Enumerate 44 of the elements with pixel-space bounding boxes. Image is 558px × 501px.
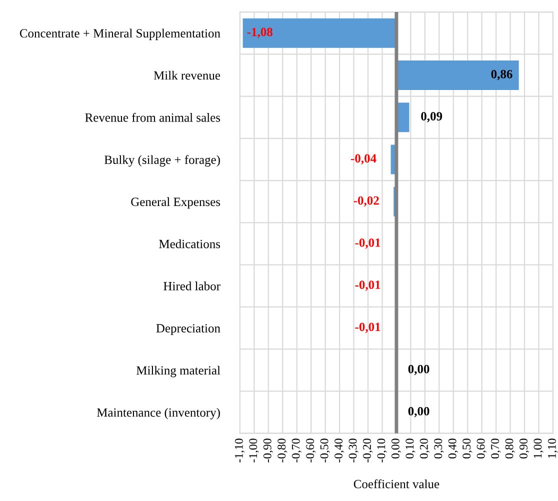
data-label: -0,02	[354, 196, 379, 207]
x-tick-label: -0,10	[377, 438, 387, 462]
y-tick-label: Medications	[159, 239, 220, 248]
y-tick-label: Revenue from animal sales	[85, 112, 220, 122]
x-tick-label: -1,10	[234, 438, 245, 462]
x-tick-label: 1,10	[548, 438, 558, 458]
y-tick-label: General Expenses	[131, 197, 220, 209]
data-label: -0,01	[355, 280, 380, 291]
y-tick-label: Milking material	[136, 366, 220, 378]
data-label: 0,09	[421, 112, 442, 122]
x-tick-label: 0,00	[391, 438, 402, 458]
x-tick-label: -0,40	[334, 438, 344, 462]
y-tick-label: Depreciation	[156, 324, 220, 336]
x-tick-label: -0,90	[263, 438, 274, 462]
x-tick-label: -0,70	[292, 438, 302, 462]
y-tick-label: Hired labor	[164, 282, 220, 290]
x-tick-label: 0,80	[505, 438, 515, 458]
y-tick-label: Bulky (silage + forage)	[104, 155, 220, 167]
x-tick-label: 0,20	[420, 438, 430, 458]
data-label: 0,00	[408, 406, 430, 418]
data-label: -0,04	[350, 154, 376, 164]
x-tick-label: 0,10	[406, 438, 416, 458]
data-label: -0,01	[355, 322, 380, 333]
x-tick-label: 0,30	[434, 438, 444, 458]
data-label: -1,08	[247, 28, 272, 38]
x-tick-label: -0,30	[348, 438, 358, 462]
x-tick-label: 0,90	[520, 438, 530, 458]
x-tick-label: -0,50	[320, 438, 330, 462]
x-tick-label: -0,60	[306, 438, 316, 462]
y-tick-label: Milk revenue	[154, 70, 220, 80]
x-tick-label: 0,40	[448, 438, 458, 458]
data-label: -0,01	[355, 238, 380, 249]
data-label: 0,86	[491, 70, 512, 80]
x-axis-title: Coefficient value	[354, 479, 440, 488]
y-tick-label: Maintenance (inventory)	[96, 408, 220, 420]
x-tick-label: 0,60	[476, 438, 486, 458]
x-tick-label: 1,00	[534, 438, 544, 458]
x-tick-label: 0,70	[491, 438, 501, 458]
x-tick-label: -0,80	[278, 438, 288, 462]
y-tick-label: Concentrate + Mineral Supplementation	[20, 28, 220, 40]
x-tick-label: -1,00	[249, 438, 259, 462]
x-tick-label: -0,20	[362, 438, 373, 462]
data-label: 0,00	[408, 364, 430, 376]
x-tick-label: 0,50	[462, 438, 472, 458]
